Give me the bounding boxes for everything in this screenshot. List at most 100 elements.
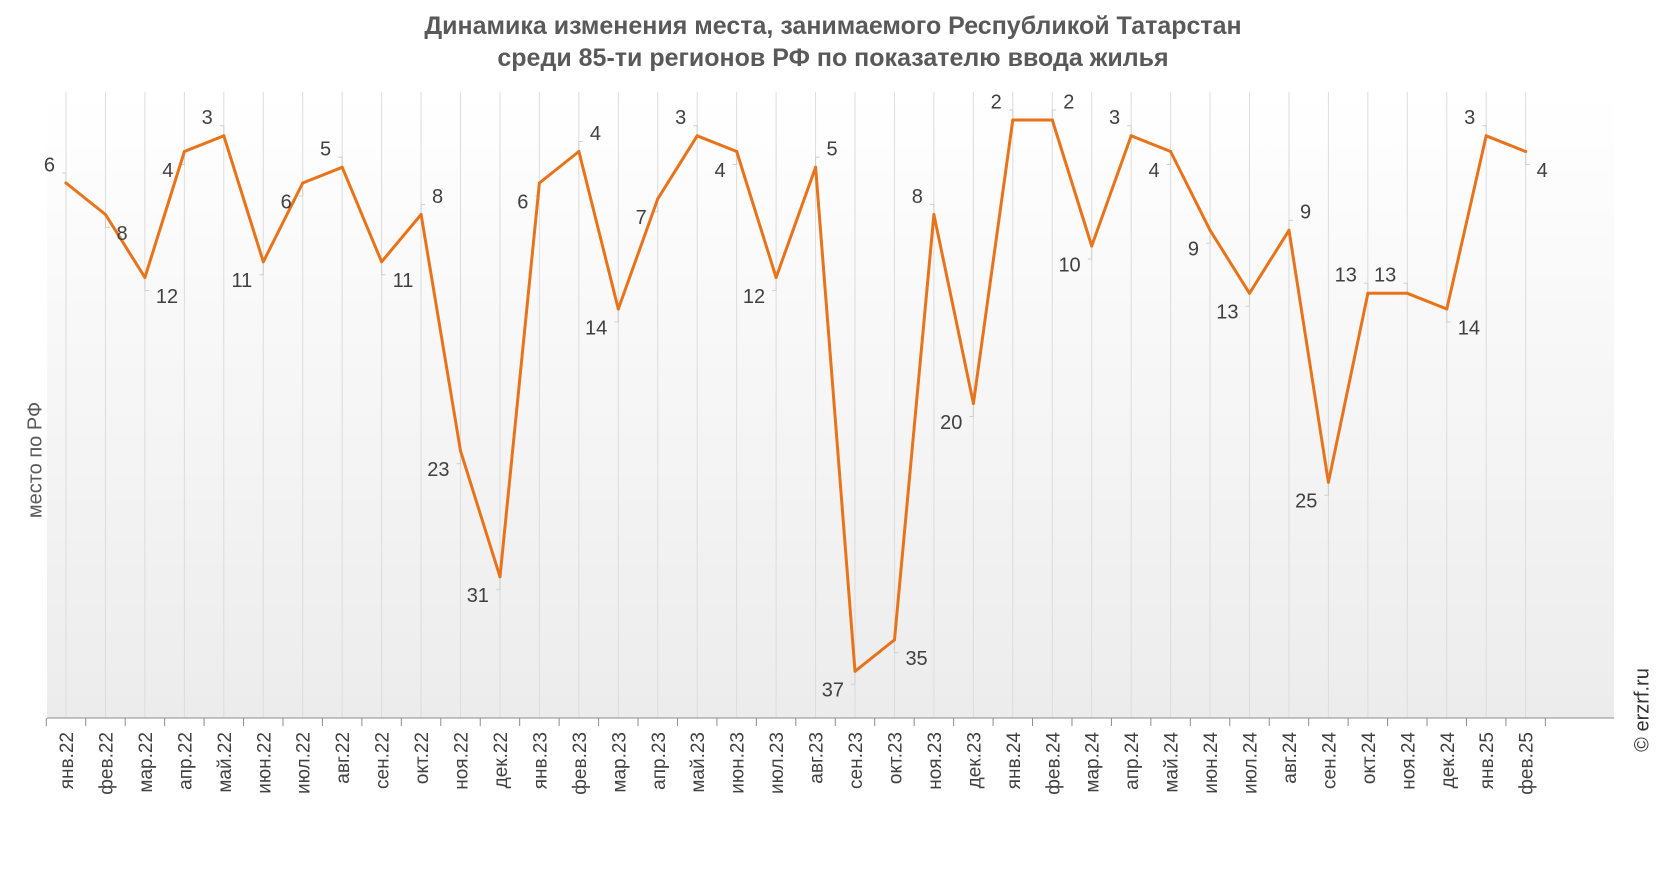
label-connector-22	[929, 204, 935, 215]
data-point-20	[853, 669, 857, 673]
source-credit: © erzrf.ru	[1631, 668, 1654, 752]
x-tick-label-33: окт.24	[1359, 732, 1380, 785]
data-point-22	[932, 213, 936, 216]
data-label-30: 13	[1216, 302, 1238, 324]
data-point-0	[64, 181, 68, 185]
y-axis-label: место по РФ	[24, 401, 47, 519]
data-point-13	[577, 150, 581, 153]
data-point-36	[1484, 134, 1488, 138]
data-label-7: 5	[320, 139, 331, 161]
data-label-20: 37	[822, 680, 844, 702]
label-connector-29	[1206, 230, 1211, 244]
x-tick-label-10: ноя.22	[452, 732, 473, 790]
data-point-34	[1405, 291, 1409, 295]
data-label-18: 12	[743, 286, 765, 308]
x-tick-label-13: фев.23	[570, 732, 591, 795]
x-tick-label-27: апр.24	[1122, 732, 1143, 790]
x-tick-label-17: июн.23	[728, 732, 749, 794]
data-label-33: 13	[1335, 265, 1357, 287]
data-label-11: 31	[467, 585, 489, 607]
label-connector-9	[420, 204, 426, 215]
label-connector-19	[815, 156, 820, 168]
x-axis-ticks	[45, 718, 1546, 726]
data-point-14	[616, 307, 620, 311]
data-point-4	[222, 134, 226, 138]
x-tick-label-34: ноя.24	[1398, 732, 1419, 790]
data-label-13: 4	[590, 123, 601, 145]
label-connector-18	[772, 277, 777, 291]
data-point-29	[1208, 228, 1212, 232]
label-connector-7	[338, 156, 343, 168]
data-label-14: 14	[585, 317, 607, 339]
data-point-21	[892, 638, 896, 642]
x-tick-labels: янв.22 фев.22 мар.22 апр.22 май.22 июн.22 июл.…	[57, 732, 1538, 795]
label-connector-35	[1446, 309, 1451, 323]
x-tick-label-9: окт.22	[412, 732, 433, 784]
x-tick-label-30: июл.24	[1241, 732, 1262, 794]
data-point-31	[1287, 228, 1291, 232]
label-connector-30	[1245, 293, 1250, 307]
data-point-3	[182, 150, 186, 153]
data-point-10	[459, 449, 462, 453]
x-tick-label-29: июн.24	[1201, 732, 1222, 794]
chart-title-line-2: среди 85-ти регионов РФ по показателю вв…	[497, 44, 1169, 72]
x-tick-label-35: дек.24	[1438, 732, 1459, 789]
label-connector-27	[1127, 125, 1132, 136]
data-label-2: 12	[156, 286, 178, 308]
x-tick-label-28: май.24	[1162, 732, 1183, 793]
data-point-17	[735, 150, 739, 153]
data-label-6: 6	[281, 191, 292, 213]
x-tick-label-1: фев.22	[96, 732, 117, 795]
label-connector-2	[144, 277, 149, 291]
label-connector-24	[1008, 109, 1014, 120]
data-label-5: 11	[231, 270, 252, 292]
data-label-1: 8	[116, 223, 127, 245]
x-tick-label-0: янв.22	[57, 732, 78, 789]
label-connector-8	[381, 261, 386, 276]
label-connector-23	[969, 403, 974, 417]
x-tick-label-16: май.23	[688, 732, 709, 793]
label-connector-0	[62, 172, 67, 183]
data-label-8: 11	[393, 270, 414, 292]
chart-title: Динамика изменения места, занимаемого Ре…	[0, 10, 1666, 74]
data-point-23	[971, 402, 975, 405]
data-label-27: 3	[1109, 107, 1120, 129]
data-label-21: 35	[905, 648, 927, 670]
series-layer	[64, 118, 1528, 673]
label-connector-32	[1324, 482, 1329, 496]
label-connector-16	[693, 125, 698, 136]
data-label-15: 7	[636, 207, 647, 229]
x-tick-label-15: апр.23	[649, 732, 670, 790]
data-point-30	[1248, 291, 1251, 295]
data-point-6	[301, 181, 305, 185]
data-label-32: 25	[1295, 491, 1317, 513]
gridlines	[65, 92, 1527, 718]
x-tick-label-8: сен.22	[373, 732, 394, 789]
data-point-5	[261, 260, 265, 264]
data-point-11	[498, 575, 502, 579]
series-line	[64, 118, 1528, 673]
data-label-16: 3	[675, 107, 686, 129]
label-connector-20	[851, 671, 856, 685]
data-label-23: 20	[940, 412, 962, 434]
chart-title-line-1: Динамика изменения места, занимаемого Ре…	[424, 12, 1242, 40]
data-label-10: 23	[427, 459, 449, 481]
label-connector-14	[614, 309, 619, 323]
x-tick-label-6: июл.22	[294, 732, 315, 794]
data-label-3: 4	[162, 160, 173, 182]
x-tick-label-37: фев.25	[1517, 732, 1538, 795]
x-tick-label-11: дек.22	[491, 732, 512, 788]
data-point-16	[695, 134, 699, 138]
label-connector-21	[893, 639, 899, 654]
data-label-22: 8	[912, 186, 923, 208]
data-label-19: 5	[827, 139, 838, 161]
data-label-29: 9	[1188, 239, 1199, 261]
data-point-1	[103, 213, 107, 216]
label-connector-1	[104, 214, 110, 228]
data-label-26: 10	[1058, 254, 1080, 276]
data-label-28: 4	[1148, 160, 1159, 182]
label-connector-11	[495, 576, 501, 591]
data-point-37	[1524, 150, 1528, 153]
data-label-37: 4	[1537, 160, 1548, 182]
